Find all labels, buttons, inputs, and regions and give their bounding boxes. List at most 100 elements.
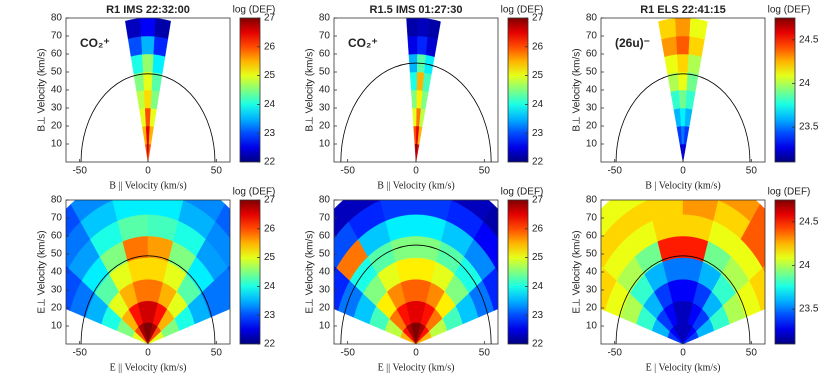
colorbar xyxy=(239,199,261,345)
cell xyxy=(149,107,157,128)
x-axis-label: B || Velocity (km/s) xyxy=(109,180,186,191)
colorbar-tick-label: 27 xyxy=(532,195,544,206)
y-tick-label: 60 xyxy=(51,49,63,60)
cell xyxy=(215,203,230,239)
cell xyxy=(150,89,160,110)
colorbar-tick-label: 23 xyxy=(532,128,544,139)
colorbar-label: log (DEF) xyxy=(501,5,544,16)
cell xyxy=(482,267,498,311)
y-tick-label: 20 xyxy=(51,303,63,314)
y-tick-label: 30 xyxy=(586,103,598,114)
colorbar-tick-label: 22 xyxy=(532,339,544,350)
cell xyxy=(675,18,691,37)
cell xyxy=(689,18,708,40)
colorbar-tick-label: 24.5 xyxy=(799,216,819,227)
cell xyxy=(749,267,765,311)
y-tick-label: 50 xyxy=(319,67,331,78)
colorbar-tick-label: 23 xyxy=(264,310,276,321)
cell xyxy=(413,125,417,145)
y-tick-label: 50 xyxy=(319,249,331,260)
reference-circle xyxy=(340,244,492,344)
cell xyxy=(153,36,169,57)
cell xyxy=(141,35,155,55)
y-tick-label: 80 xyxy=(586,195,598,206)
colorbar-tick-label: 25 xyxy=(532,252,544,263)
x-axis-label: E | Velocity (km/s) xyxy=(646,362,721,373)
cell xyxy=(664,54,679,75)
cell xyxy=(688,36,705,58)
plot-area xyxy=(340,18,492,162)
colorbar-tick-label: 24.5 xyxy=(799,34,819,45)
y-tick-label: 10 xyxy=(319,321,331,332)
annotation: (26u)⁻ xyxy=(615,36,650,50)
y-tick-label: 40 xyxy=(586,267,598,278)
cell xyxy=(152,54,166,75)
y-tick-label: 60 xyxy=(51,231,63,242)
cell xyxy=(683,125,690,145)
cell xyxy=(762,265,765,273)
y-tick-label: 50 xyxy=(586,67,598,78)
cell xyxy=(130,54,144,75)
cell xyxy=(661,36,678,58)
x-tick-label: -50 xyxy=(72,348,87,359)
y-tick-label: 80 xyxy=(51,13,63,24)
y-tick-label: 20 xyxy=(319,121,331,132)
plot-area xyxy=(334,200,498,344)
colorbar-tick-label: 24 xyxy=(799,78,811,89)
y-tick-label: 70 xyxy=(51,31,63,42)
cell xyxy=(127,36,143,57)
y-tick-label: 20 xyxy=(586,303,598,314)
cell xyxy=(678,71,688,91)
colorbar-tick-label: 27 xyxy=(532,13,544,24)
colorbar-tick-label: 22 xyxy=(532,157,544,168)
colorbar-tick-label: 24 xyxy=(532,281,544,292)
colorbar-tick-label: 25 xyxy=(264,70,276,81)
y-tick-label: 10 xyxy=(319,139,331,150)
cell xyxy=(142,53,154,73)
colorbar-tick-label: 27 xyxy=(264,13,276,24)
cell xyxy=(136,89,146,110)
cell xyxy=(483,203,498,239)
colorbar-tick-label: 23 xyxy=(532,310,544,321)
colorbar-tick-label: 22 xyxy=(264,157,276,168)
x-tick-label: 0 xyxy=(680,348,686,359)
cell xyxy=(406,18,419,37)
cell xyxy=(667,71,680,93)
cell xyxy=(140,18,156,37)
y-tick-label: 80 xyxy=(51,195,63,206)
annotation: CO₂⁺ xyxy=(348,36,378,50)
colorbar-tick-label: 23.5 xyxy=(799,122,819,133)
y-tick-label: 80 xyxy=(319,195,331,206)
x-tick-label: -50 xyxy=(607,348,622,359)
y-tick-label: 10 xyxy=(51,139,63,150)
colorbar-tick-label: 24 xyxy=(264,281,276,292)
y-tick-label: 40 xyxy=(586,85,598,96)
colorbar-tick-label: 27 xyxy=(264,195,276,206)
panel-title: R1.5 IMS 01:27:30 xyxy=(370,4,463,16)
x-tick-label: 0 xyxy=(145,166,151,177)
y-axis-label: B⊥ Velocity (km/s) xyxy=(305,48,316,131)
x-axis-label: E || Velocity (km/s) xyxy=(110,362,187,373)
y-tick-label: 20 xyxy=(586,121,598,132)
y-tick-label: 80 xyxy=(586,13,598,24)
colorbar-tick-label: 24 xyxy=(264,99,276,110)
y-axis-label: B⊥ Velocity (km/s) xyxy=(572,48,583,131)
y-axis-label: E⊥ Velocity (km/s) xyxy=(305,230,316,313)
cell xyxy=(154,18,171,40)
colorbar xyxy=(507,17,529,163)
y-tick-label: 40 xyxy=(319,85,331,96)
y-tick-label: 10 xyxy=(51,321,63,332)
x-tick-label: 50 xyxy=(746,348,758,359)
x-tick-label: -50 xyxy=(340,166,355,177)
reference-circle xyxy=(615,73,751,162)
cell xyxy=(422,72,432,93)
cell xyxy=(687,54,702,75)
y-axis-label: E⊥ Velocity (km/s) xyxy=(37,230,48,313)
y-tick-label: 10 xyxy=(586,321,598,332)
y-tick-label: 10 xyxy=(586,139,598,150)
cell xyxy=(670,89,681,110)
colorbar-label: log (DEF) xyxy=(233,5,276,16)
y-tick-label: 70 xyxy=(51,213,63,224)
reference-circle xyxy=(80,73,216,162)
